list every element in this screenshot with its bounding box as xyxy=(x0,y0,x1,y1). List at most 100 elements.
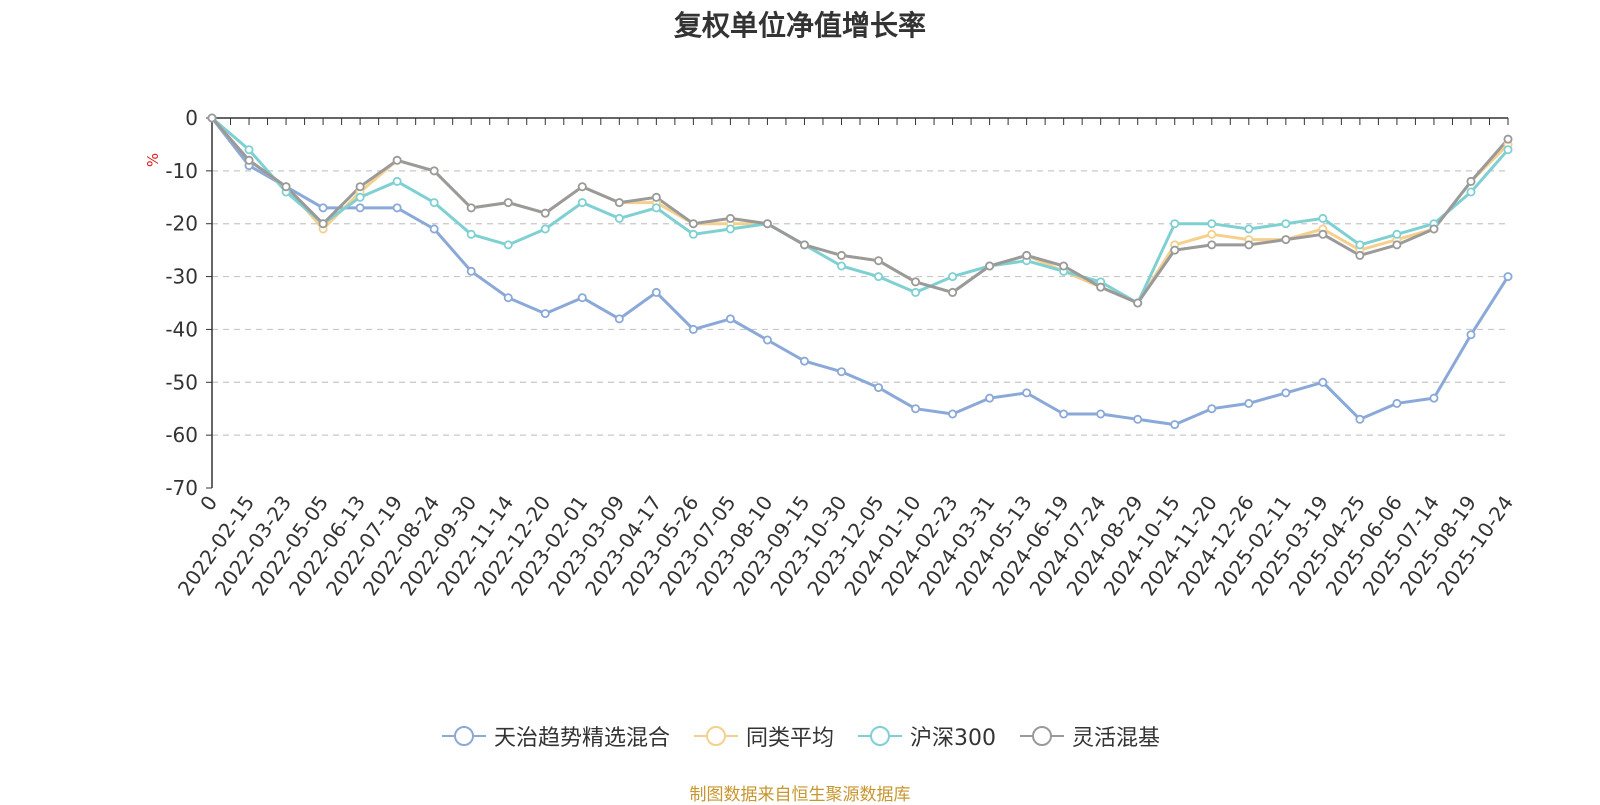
series-3-point xyxy=(1059,261,1069,271)
series-2-point xyxy=(1503,145,1513,155)
series-3-point xyxy=(762,219,772,229)
series-3-point xyxy=(244,155,254,165)
series-3-point xyxy=(281,182,291,192)
series-0-point xyxy=(688,324,698,334)
legend-item-peer-average[interactable]: 同类平均 xyxy=(692,720,834,752)
series-3-point xyxy=(1392,240,1402,250)
series-2-point xyxy=(1392,229,1402,239)
series-3-point xyxy=(1355,250,1365,260)
series-0-point xyxy=(1133,414,1143,424)
series-2-point xyxy=(466,229,476,239)
series-3-point xyxy=(1503,134,1513,144)
series-2-point xyxy=(577,198,587,208)
series-2-point xyxy=(1281,219,1291,229)
series-0-point xyxy=(948,409,958,419)
series-2-point xyxy=(1244,224,1254,234)
legend-label-flexible-mixed: 灵活混基 xyxy=(1072,726,1161,751)
series-3-point xyxy=(911,277,921,287)
legend-item-fund[interactable]: 天治趋势精选混合 xyxy=(440,720,670,752)
y-tick-label: -60 xyxy=(165,423,198,447)
series-2-point xyxy=(1466,187,1476,197)
y-tick-label: -30 xyxy=(165,265,198,289)
x-tick-label: 0 xyxy=(195,491,222,515)
series-line-1 xyxy=(210,116,1510,305)
series-3-point xyxy=(1133,298,1143,308)
series-0-point xyxy=(1355,414,1365,424)
legend-marker-peer-average-icon xyxy=(693,726,738,746)
series-0-point xyxy=(1466,330,1476,340)
y-axis-unit-label: % xyxy=(144,153,162,167)
y-tick-label: -50 xyxy=(165,370,198,394)
series-3-point xyxy=(466,203,476,213)
series-2-point xyxy=(836,261,846,271)
series-0-point xyxy=(1244,398,1254,408)
series-2-point xyxy=(725,224,735,234)
series-2-point xyxy=(1170,219,1180,229)
series-2-point xyxy=(392,176,402,186)
series-2-point xyxy=(1318,213,1328,223)
series-3-point xyxy=(392,155,402,165)
series-0-point xyxy=(1059,409,1069,419)
series-1-point xyxy=(1207,229,1217,239)
series-3-point xyxy=(429,166,439,176)
legend-item-csi300[interactable]: 沪深300 xyxy=(856,720,996,752)
series-0-point xyxy=(799,356,809,366)
series-0-point xyxy=(874,383,884,393)
series-2-point xyxy=(874,272,884,282)
series-3-point xyxy=(1022,250,1032,260)
series-0-point xyxy=(318,203,328,213)
series-3-point xyxy=(318,219,328,229)
series-0-point xyxy=(1022,388,1032,398)
series-3-point xyxy=(874,256,884,266)
series-0-point xyxy=(911,404,921,414)
series-3-point xyxy=(1170,245,1180,255)
data-source-note: 制图数据来自恒生聚源数据库 xyxy=(689,785,911,805)
series-0-point xyxy=(355,203,365,213)
series-2-point xyxy=(503,240,513,250)
legend-marker-flexible-mixed-icon xyxy=(1020,726,1064,746)
series-2-point xyxy=(688,229,698,239)
series-3-point xyxy=(1207,240,1217,250)
series-3-point xyxy=(985,261,995,271)
line-chart: 0-10-20-30-40-50-60-70%02022-02-152022-0… xyxy=(144,106,1518,600)
series-2-point xyxy=(355,192,365,202)
series-2-point xyxy=(948,272,958,282)
chart-title: 复权单位净值增长率 xyxy=(673,9,926,42)
series-line-3 xyxy=(210,116,1510,305)
series-0-point xyxy=(1429,393,1439,403)
legend-item-flexible-mixed[interactable]: 灵活混基 xyxy=(1018,720,1160,752)
series-0-point xyxy=(1318,377,1328,387)
series-2-point xyxy=(429,198,439,208)
series-3-point xyxy=(836,250,846,260)
series-0-point xyxy=(577,293,587,303)
series-0-point xyxy=(466,266,476,276)
series-0-point xyxy=(985,393,995,403)
legend-label-peer-average: 同类平均 xyxy=(745,726,834,751)
series-2-point xyxy=(651,203,661,213)
series-0-point xyxy=(1503,272,1513,282)
series-3-point xyxy=(355,182,365,192)
series-3-point xyxy=(1244,240,1254,250)
series-0-point xyxy=(1096,409,1106,419)
series-0-point xyxy=(1281,388,1291,398)
series-3-point xyxy=(614,198,624,208)
series-2-point xyxy=(540,224,550,234)
series-3-point xyxy=(1466,176,1476,186)
series-0-point xyxy=(1207,404,1217,414)
series-2-point xyxy=(244,145,254,155)
legend-marker-csi300-icon xyxy=(858,726,902,746)
series-line-2 xyxy=(210,116,1510,305)
series-0-point xyxy=(503,293,513,303)
series-0-point xyxy=(429,224,439,234)
series-0-point xyxy=(836,367,846,377)
legend-label-csi300: 沪深300 xyxy=(910,726,996,751)
series-2-point xyxy=(1207,219,1217,229)
series-0-point xyxy=(762,335,772,345)
series-2-point xyxy=(911,287,921,297)
y-tick-label: -40 xyxy=(165,317,198,341)
y-tick-label: -20 xyxy=(165,212,198,236)
y-tick-label: 0 xyxy=(185,106,198,130)
series-3-point xyxy=(1318,229,1328,239)
series-0-point xyxy=(651,287,661,297)
series-0-point xyxy=(725,314,735,324)
